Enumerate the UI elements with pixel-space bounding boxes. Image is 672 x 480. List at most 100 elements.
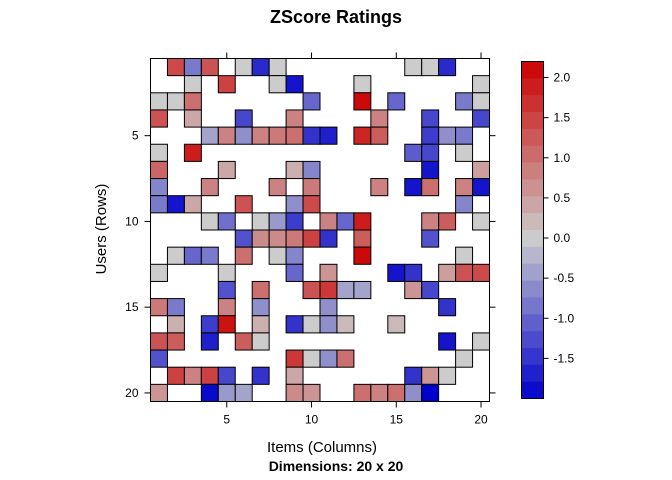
heatmap-cell [353,246,372,265]
heatmap-cell [285,246,304,265]
heatmap-cell [200,383,219,403]
heatmap-cell [404,366,423,385]
heatmap-cell [370,109,389,128]
heatmap-cell [387,263,406,282]
heatmap-cell [200,332,219,351]
color-legend-band [521,364,544,382]
heatmap-cell [455,92,474,111]
heatmap-cell [353,383,372,403]
heatmap-cell [268,126,287,145]
heatmap-cell [319,212,338,231]
heatmap-cell [472,92,490,111]
heatmap-cell [166,332,185,351]
color-legend: 2.0 1.5 1.0 0.5 0.0 -0.5 -1.0 -1.5 [521,61,575,399]
heatmap-cell [217,366,236,385]
heatmap-cell [387,92,406,111]
heatmap-cell [200,366,219,385]
heatmap-cell [421,280,440,300]
heatmap-cell [302,160,321,180]
y-tick-label: 5 [132,129,139,143]
heatmap-cell [404,143,423,162]
heatmap-cell [336,280,355,300]
heatmap-cell [285,349,304,368]
heatmap-cell [234,195,253,214]
color-legend-band [521,196,544,214]
heatmap-cell [285,75,304,94]
heatmap-cell [251,298,270,317]
heatmap-cell [455,246,474,265]
heatmap-cell [421,160,440,180]
heatmap-cell [150,92,168,111]
heatmap-cell [217,298,236,317]
heatmap-cell [150,349,168,368]
heatmap-cell [251,212,270,231]
heatmap-cell [150,332,168,351]
heatmap-cell [319,263,338,282]
y-tick-label: 15 [125,300,139,314]
heatmap-cell [438,298,457,317]
heatmap-cell [251,315,270,334]
heatmap-cell [353,229,372,248]
heatmap-cell [234,383,253,403]
heatmap-cell [387,383,406,403]
heatmap-cell [472,75,490,94]
heatmap-cell [370,126,389,145]
x-tick-label: 20 [474,413,488,427]
heatmap-cell [353,75,372,94]
heatmap-cell [234,126,253,145]
x-tick-label: 5 [223,413,230,427]
heatmap-cell [285,383,304,403]
plot-area: 5 10 15 20 5 10 15 20 [125,52,496,427]
heatmap-cell [302,229,321,248]
color-legend-band [521,213,544,231]
y-axis-ticks: 5 10 15 20 [125,129,496,400]
color-legend-tick-label: -1.5 [554,351,575,365]
heatmap-cell [438,366,457,385]
color-legend-band [521,78,544,96]
heatmap-cell [302,315,321,334]
y-axis-label: Users (Rows) [93,184,110,275]
color-legend-bands [521,61,544,399]
color-legend-band [521,162,544,180]
heatmap-cell [336,349,355,368]
heatmap-cell [217,212,236,231]
heatmap-cell [234,109,253,128]
heatmap-cell [166,315,185,334]
heatmap-cell [353,126,372,145]
color-legend-tick-label: 1.0 [554,151,571,165]
heatmap-cell [285,315,304,334]
heatmap-cell [234,246,253,265]
heatmap-cell [285,229,304,248]
heatmap-cell [183,75,202,94]
heatmap-cell [302,349,321,368]
heatmap-cell [166,366,185,385]
heatmap-cell [438,58,457,77]
heatmap-cell [166,58,185,77]
heatmap-cell [421,383,440,403]
heatmap-cell [234,332,253,351]
heatmap-cell [150,298,168,317]
heatmap-cell [370,383,389,403]
heatmap-cell [183,246,202,265]
heatmap-cell [200,178,219,197]
heatmap-cell [421,58,440,77]
x-axis-label: Items (Columns) [267,439,377,456]
heatmap-cell [302,195,321,214]
color-legend-band [521,95,544,113]
heatmap-cell [217,280,236,300]
heatmap-cell [319,315,338,334]
heatmap-cell [150,178,168,197]
color-legend-band [521,179,544,197]
heatmap-cell [353,280,372,300]
heatmap-cell [472,263,490,282]
heatmap-cell [455,195,474,214]
heatmap-cell [217,126,236,145]
color-legend-band [521,314,544,332]
heatmap-cell [455,126,474,145]
color-legend-band [521,280,544,298]
color-legend-tick-label: 0.0 [554,231,571,245]
heatmap-cell [472,109,490,128]
heatmap-cell [285,195,304,214]
heatmap-cell [472,160,490,180]
heatmap-cell [353,212,372,231]
